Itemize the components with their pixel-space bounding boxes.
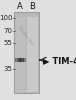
Bar [25, 58, 26, 62]
Text: 55: 55 [4, 40, 13, 46]
Bar [25, 58, 26, 62]
Text: 100: 100 [0, 15, 13, 21]
Bar [17, 58, 18, 62]
Bar [23, 58, 24, 62]
Bar [21, 58, 22, 62]
Text: ▶ TIM-4: ▶ TIM-4 [43, 56, 76, 65]
Text: B: B [30, 2, 35, 10]
Bar [20, 58, 21, 62]
Bar [19, 58, 20, 62]
Bar [24, 58, 25, 62]
Text: 70: 70 [4, 28, 13, 34]
Text: A: A [17, 2, 23, 10]
Bar [14, 12, 39, 93]
Bar [15, 17, 26, 92]
Bar [20, 58, 21, 62]
Bar [22, 58, 23, 62]
Bar [15, 58, 16, 62]
Text: ProDoc Inc.: ProDoc Inc. [18, 26, 35, 47]
Bar [22, 58, 23, 62]
Bar [27, 17, 38, 92]
Bar [17, 58, 18, 62]
Bar [16, 58, 17, 62]
Text: 35: 35 [4, 66, 13, 72]
Bar [18, 58, 19, 62]
